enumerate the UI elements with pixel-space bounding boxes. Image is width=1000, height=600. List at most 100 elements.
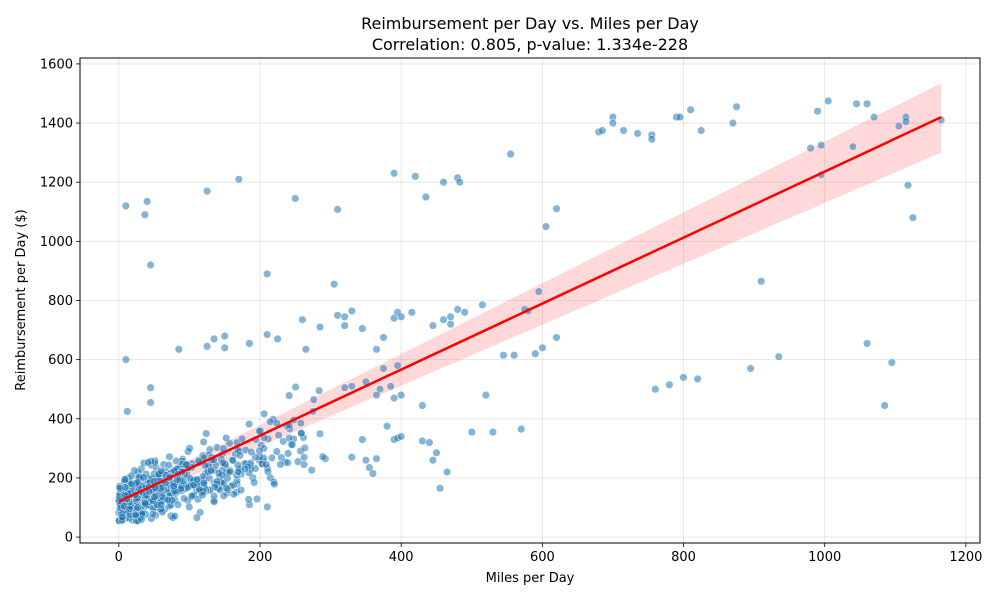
data-point (192, 513, 201, 522)
data-point (206, 466, 216, 475)
data-point (863, 99, 872, 108)
data-point (732, 102, 741, 111)
y-tick-label: 1000 (40, 235, 73, 250)
data-point (534, 287, 543, 296)
x-tick-label: 800 (671, 550, 696, 565)
data-point (203, 187, 212, 196)
data-point (131, 510, 140, 520)
y-tick-label: 1400 (40, 117, 73, 132)
data-point (665, 380, 674, 389)
data-point (358, 435, 367, 444)
data-point (121, 483, 130, 492)
data-point (187, 491, 196, 501)
data-point (467, 428, 476, 437)
data-point (347, 453, 356, 462)
data-point (870, 113, 879, 122)
data-point (237, 434, 247, 443)
data-point (541, 222, 550, 231)
data-point (746, 364, 755, 373)
data-point (397, 312, 406, 321)
y-tick-label: 600 (48, 353, 73, 368)
data-point (693, 374, 702, 383)
data-point (386, 382, 395, 391)
data-point (298, 315, 307, 324)
x-tick-label: 400 (389, 550, 414, 565)
data-point (272, 447, 281, 456)
data-point (315, 429, 325, 438)
data-point (144, 458, 153, 467)
data-point (301, 345, 310, 354)
data-point (774, 352, 783, 361)
data-point (824, 96, 833, 105)
x-axis-label: Miles per Day (486, 571, 575, 586)
data-point (210, 334, 219, 343)
data-point (244, 495, 253, 504)
data-point (263, 330, 272, 339)
data-point (263, 502, 272, 511)
data-point (806, 144, 815, 153)
data-point (439, 178, 448, 187)
data-point (229, 490, 238, 499)
x-tick-label: 1000 (808, 550, 841, 565)
data-point (165, 452, 174, 461)
data-point (333, 311, 342, 320)
data-point (185, 502, 194, 511)
y-tick-label: 1200 (40, 176, 73, 191)
data-point (263, 467, 273, 476)
data-point (340, 383, 349, 392)
data-point (121, 201, 130, 210)
data-point (234, 175, 243, 184)
data-point (180, 494, 189, 503)
data-point (139, 473, 148, 482)
data-point (270, 480, 279, 489)
data-point (146, 383, 155, 392)
data-point (288, 440, 297, 449)
data-point (379, 364, 388, 373)
data-point (333, 205, 342, 214)
data-point (347, 382, 356, 391)
data-point (262, 460, 271, 469)
data-point (813, 107, 822, 116)
data-point (728, 119, 737, 128)
data-point (372, 391, 381, 400)
data-point (428, 321, 437, 330)
data-point (127, 471, 136, 480)
chart-title: Reimbursement per Day vs. Miles per Day (361, 14, 699, 33)
y-axis-label: Reimbursement per Day ($) (14, 209, 29, 390)
data-point (118, 512, 127, 521)
data-point (340, 312, 349, 321)
data-point (418, 436, 427, 446)
confidence-band-layer (118, 83, 942, 508)
data-point (552, 204, 561, 213)
data-point (651, 385, 660, 394)
data-point (443, 467, 452, 477)
data-point (121, 355, 130, 364)
data-point (120, 475, 130, 484)
data-point (148, 510, 157, 519)
data-point (460, 308, 469, 317)
data-point (418, 401, 427, 410)
data-point (903, 181, 913, 190)
data-point (267, 453, 276, 462)
data-point (675, 113, 685, 122)
data-point (173, 475, 182, 484)
x-tick-label: 0 (115, 550, 123, 565)
confidence-band (118, 83, 942, 508)
y-tick-label: 800 (48, 294, 73, 309)
data-point (372, 454, 381, 463)
data-point (531, 349, 540, 358)
data-point (296, 419, 305, 428)
data-point (757, 277, 766, 286)
data-point (123, 407, 132, 416)
data-point (481, 391, 490, 400)
data-point (315, 323, 325, 332)
x-tick-label: 600 (530, 550, 555, 565)
data-point (379, 333, 388, 342)
data-point (397, 391, 406, 400)
data-point (315, 386, 324, 395)
data-point (163, 496, 172, 505)
data-point (428, 456, 437, 465)
data-point (330, 280, 339, 289)
data-point (291, 194, 300, 203)
